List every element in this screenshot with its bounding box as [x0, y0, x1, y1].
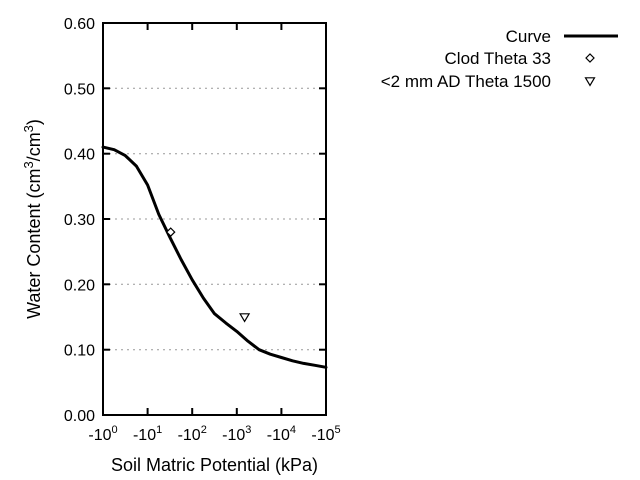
legend-triangle-down-icon — [584, 77, 596, 87]
x-tick-label: -101 — [133, 424, 162, 444]
x-axis-title: Soil Matric Potential (kPa) — [111, 455, 318, 475]
data-point-diamond — [165, 227, 176, 237]
legend-label: Curve — [506, 27, 551, 46]
x-tick-label: -100 — [88, 424, 117, 444]
legend-diamond-icon — [585, 53, 595, 63]
y-tick-label: 0.20 — [64, 277, 95, 294]
legend-label: Clod Theta 33 — [445, 49, 551, 68]
y-tick-label: 0.10 — [64, 343, 95, 360]
data-point-triangle-down — [239, 313, 251, 323]
y-tick-label: 0.60 — [64, 16, 95, 33]
x-tick-label: -102 — [178, 424, 207, 444]
y-axis-title: Water Content (cm3/cm3) — [21, 119, 44, 319]
y-tick-label: 0.50 — [64, 81, 95, 98]
x-tick-label: -104 — [267, 424, 296, 444]
x-tick-label: -103 — [222, 424, 251, 444]
y-tick-label: 0.30 — [64, 212, 95, 229]
x-tick-label: -105 — [311, 424, 340, 444]
curve-line — [101, 145, 328, 369]
y-tick-label: 0.40 — [64, 147, 95, 164]
legend-label: <2 mm AD Theta 1500 — [381, 72, 551, 91]
y-tick-label: 0.00 — [64, 408, 95, 425]
